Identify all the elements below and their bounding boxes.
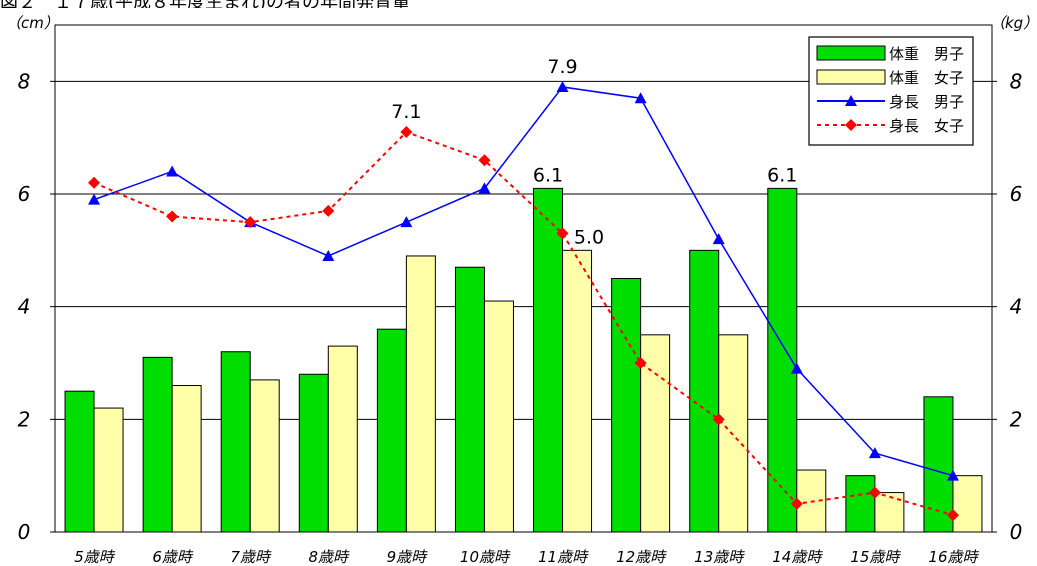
legend-label: 体重 女子 (889, 69, 964, 87)
y-tick-label-right: 4 (1010, 295, 1023, 319)
axis-ticks: 0 0 2 2 4 4 6 6 8 8 5歳時 6歳時 7歳時 8歳時 9歳時 10歳時 11歳時 12歳時 13歳… (18, 69, 1023, 566)
legend-label: 体重 男子 (889, 45, 964, 63)
bar (923, 396, 954, 533)
x-tick-label: 15歳時 (850, 548, 901, 566)
y-tick-label-left: 6 (18, 182, 31, 206)
chart-title: 図２ １７歳(平成８年度生まれ)の者の年間発育量 (0, 0, 600, 8)
bar (845, 475, 876, 533)
point (712, 413, 725, 426)
y-tick-label-right: 2 (1010, 407, 1023, 431)
point (322, 249, 335, 261)
bar (611, 278, 642, 533)
bar (327, 345, 358, 533)
y-tick-label-left: 0 (18, 520, 31, 544)
legend-swatch (816, 69, 886, 85)
bar (874, 492, 905, 533)
bar (952, 475, 983, 533)
point (400, 126, 413, 139)
point (634, 357, 647, 369)
x-tick-label: 8歳時 (309, 548, 351, 566)
y-tick-label-left: 8 (18, 69, 31, 93)
bar (171, 385, 202, 533)
legend-label: 身長 女子 (889, 117, 964, 135)
point (166, 210, 179, 223)
point (244, 216, 257, 229)
bar (640, 334, 671, 533)
data-label: 5.0 (574, 226, 604, 248)
bar (533, 187, 564, 533)
point (712, 233, 725, 245)
bar (718, 334, 749, 533)
left-axis-unit: （cm） (6, 14, 59, 32)
bar (220, 351, 251, 533)
data-label: 6.1 (533, 164, 563, 186)
x-tick-label: 9歳時 (387, 548, 429, 566)
y-tick-label-left: 4 (18, 295, 31, 319)
point (946, 469, 959, 481)
point (88, 193, 101, 205)
x-tick-label: 13歳時 (694, 548, 745, 566)
y-tick-label-left: 2 (18, 407, 31, 431)
bar (562, 249, 593, 533)
legend-marker (845, 119, 857, 131)
point (400, 216, 413, 228)
y-tick-label-right: 8 (1010, 69, 1023, 93)
point (868, 447, 881, 459)
point (166, 165, 179, 177)
x-tick-label: 12歳時 (616, 548, 667, 566)
bar (405, 255, 436, 533)
point (868, 486, 881, 499)
bar (483, 300, 514, 533)
x-tick-label: 5歳時 (74, 548, 116, 566)
point (556, 227, 569, 240)
legend-marker (845, 95, 857, 106)
bar (64, 390, 95, 533)
bar (298, 373, 329, 533)
right-axis-unit: （kg） (990, 14, 1037, 32)
x-tick-label: 11歳時 (538, 548, 589, 566)
bar (376, 328, 407, 533)
point (946, 509, 959, 522)
legend-label: 身長 男子 (889, 93, 964, 111)
x-tick-label: 7歳時 (230, 548, 272, 566)
point (322, 204, 335, 217)
data-annotations: 7.1 7.9 6.1 5.0 6.1 (391, 56, 797, 248)
point (478, 182, 491, 194)
bar (689, 249, 720, 533)
bar (249, 379, 280, 533)
bar (93, 407, 124, 533)
point (790, 362, 803, 374)
data-label: 7.1 (391, 101, 421, 123)
point (478, 154, 491, 167)
point (88, 176, 101, 189)
series-line (93, 130, 954, 517)
data-label: 6.1 (767, 164, 797, 186)
bar (142, 356, 173, 533)
series-line (93, 86, 954, 477)
x-tick-label: 14歳時 (772, 548, 823, 566)
point (634, 92, 647, 104)
y-tick-label-right: 6 (1010, 182, 1023, 206)
y-tick-label-right: 0 (1010, 520, 1023, 544)
point (790, 497, 803, 510)
x-tick-label: 10歳時 (460, 548, 511, 566)
line-series (88, 80, 959, 522)
bar-series (64, 187, 983, 533)
point (556, 80, 569, 92)
x-tick-label: 16歳時 (928, 548, 979, 566)
bar (454, 266, 485, 533)
x-tick-label: 6歳時 (152, 548, 194, 566)
legend-swatch (816, 45, 886, 61)
data-label: 7.9 (547, 56, 577, 78)
